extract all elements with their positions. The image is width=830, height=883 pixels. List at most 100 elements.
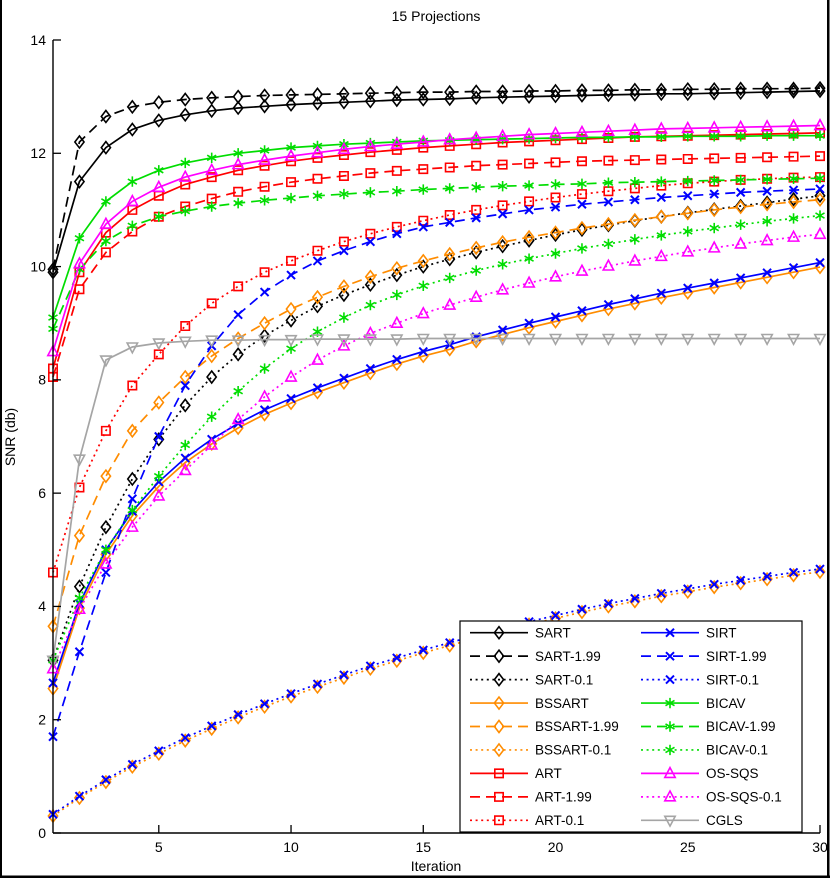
diamond-marker-icon [73,134,86,150]
triangle-down-marker-icon [496,333,510,347]
square-marker-icon [206,172,217,183]
diamond-marker-icon [682,81,694,97]
triangle-up-marker-icon [601,123,615,136]
square-marker-icon [127,380,138,391]
square-marker-icon [365,168,376,179]
square-marker-icon [286,156,297,167]
series-line-bssart-1.99 [52,198,821,627]
asterisk-marker-icon [550,179,561,190]
series-line-sirt-0.1 [52,568,821,816]
x-marker-icon [815,564,825,574]
diamond-marker-icon [311,96,324,111]
diamond-marker-icon [206,348,218,364]
diamond-marker-icon [285,313,297,328]
y-tick-label: 0 [38,825,46,841]
square-marker-icon [629,183,640,194]
legend-item-bssart: BSSART [470,695,589,711]
x-marker-icon [656,588,667,599]
x-marker-icon [762,268,772,278]
triangle-down-marker-icon [337,334,351,347]
x-marker-icon [154,477,164,487]
triangle-up-marker-icon [99,556,113,569]
triangle-up-marker-icon [178,169,192,182]
diamond-marker-icon [602,216,615,232]
asterisk-marker-icon [709,175,720,186]
y-tick-label: 12 [30,145,46,161]
triangle-up-marker-icon [681,244,695,257]
x-tick-label: 5 [155,839,163,855]
diamond-marker-icon [444,91,456,107]
legend-label-bicav-0.1: BICAV-0.1 [706,743,768,758]
triangle-up-marker-icon [496,128,510,142]
asterisk-marker-icon [74,233,85,244]
legend-art-marker-square-icon [494,768,504,779]
diamond-marker-icon [814,564,826,580]
y-tick-label: 6 [38,485,46,501]
asterisk-marker-icon [180,439,191,451]
legend-bssart-1.99-marker-diamond-icon [493,719,505,734]
diamond-marker-icon [787,567,800,583]
square-marker-icon [550,135,561,146]
legend-bicav-0.1-marker-asterisk-icon [665,744,675,756]
x-marker-icon [286,270,296,280]
asterisk-marker-icon [444,272,455,284]
square-marker-icon [682,178,693,189]
diamond-marker-icon [73,174,86,189]
square-marker-icon [312,245,323,256]
diamond-marker-icon [232,100,244,116]
diamond-marker-icon [470,90,482,106]
asterisk-marker-icon [233,197,244,209]
x-marker-icon [445,637,455,648]
triangle-up-marker-icon [760,119,774,132]
x-marker-icon [524,318,534,328]
triangle-up-marker-icon [416,306,430,319]
diamond-marker-icon [73,579,86,594]
asterisk-marker-icon [339,312,349,323]
square-marker-icon [629,131,640,142]
triangle-down-marker-icon [443,333,457,347]
triangle-up-marker-icon [310,145,325,158]
diamond-marker-icon [602,83,615,98]
x-marker-icon [577,199,587,209]
x-marker-icon [497,325,508,335]
triangle-up-marker-icon [390,315,404,329]
asterisk-marker-icon [471,182,482,193]
triangle-up-marker-icon [601,258,615,271]
triangle-up-marker-icon [813,118,827,131]
legend-label-bssart-1.99: BSSART-1.99 [535,719,619,734]
triangle-up-marker-icon [337,338,351,351]
series-line-sart-0.1 [52,194,821,661]
triangle-down-marker-icon [310,334,325,347]
asterisk-marker-icon [471,265,482,276]
diamond-marker-icon [523,89,535,104]
diamond-marker-icon [417,84,429,100]
asterisk-marker-icon [682,175,693,187]
square-marker-icon [603,186,614,197]
x-marker-icon [762,571,772,582]
x-marker-icon [339,246,349,256]
x-marker-icon [233,310,243,320]
x-tick-label: 10 [283,839,299,855]
legend-label-sirt-0.1: SIRT-0.1 [706,672,759,687]
triangle-up-marker-icon [99,216,113,229]
triangle-down-marker-icon [548,333,563,347]
y-axis-label: SNR (db) [2,408,18,466]
x-marker-icon [709,189,719,199]
diamond-marker-icon [523,83,535,99]
square-marker-icon [735,152,746,163]
triangle-up-marker-icon [205,437,219,450]
asterisk-marker-icon [788,213,799,224]
asterisk-marker-icon [656,176,667,187]
triangle-up-marker-icon [205,162,219,176]
x-marker-icon [683,191,693,201]
y-tick-label: 10 [30,258,46,274]
legend-bssart-marker-diamond-icon [493,695,505,711]
x-marker-icon [683,283,693,293]
diamond-marker-icon [497,84,509,99]
asterisk-marker-icon [762,174,773,185]
legend-item-sart-0.1: SART-0.1 [470,672,593,687]
asterisk-marker-icon [788,130,799,141]
asterisk-marker-icon [100,235,111,247]
triangle-up-marker-icon [548,125,563,139]
square-marker-icon [206,193,217,204]
